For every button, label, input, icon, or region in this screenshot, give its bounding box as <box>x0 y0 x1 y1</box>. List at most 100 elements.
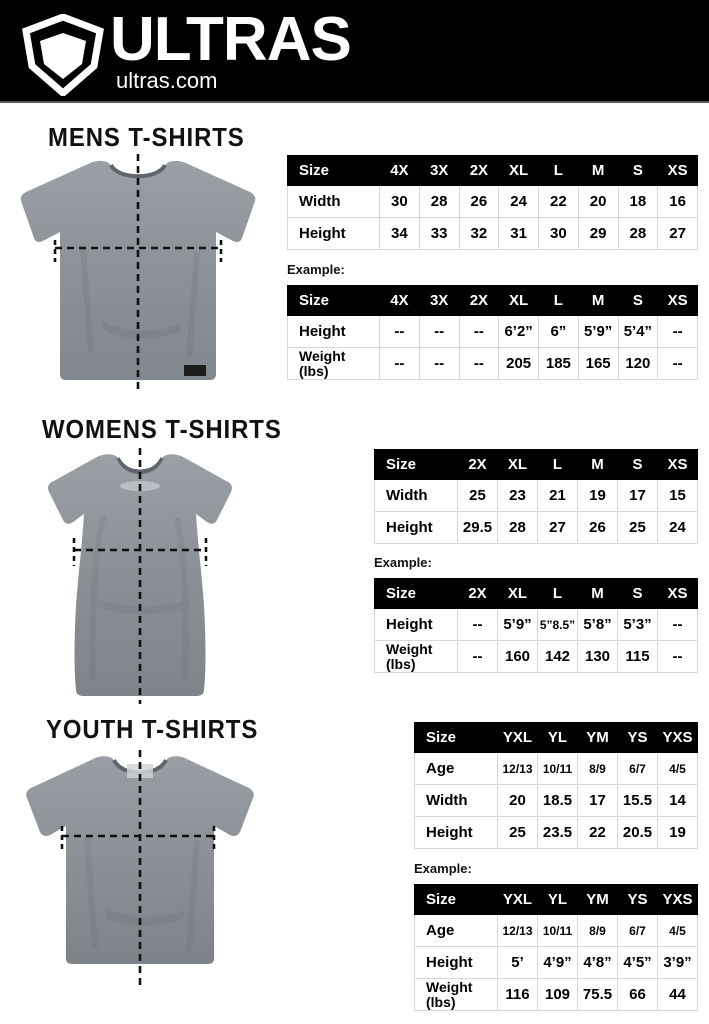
section-title-youth: YOUTH T-SHIRTS <box>46 714 259 744</box>
col-header-s: S <box>617 285 659 316</box>
table-row: Weight (lbs) -- 160 142 130 115 -- <box>374 640 698 673</box>
youth-size-table: Size YXL YL YM YS YXS Age 12/13 10/11 8/… <box>414 722 698 849</box>
cell: 12/13 <box>497 914 538 947</box>
col-header-size: Size <box>287 155 380 186</box>
cell: 30 <box>538 217 579 250</box>
table-row: Height 34 33 32 31 30 29 28 27 <box>287 217 698 250</box>
col-header-xl: XL <box>498 285 539 316</box>
row-label-weight-line1: Weight <box>386 640 433 657</box>
row-label-width: Width <box>414 784 498 817</box>
cell: 3’9” <box>657 946 698 979</box>
col-header-l: L <box>538 285 579 316</box>
row-label-weight-line2: (lbs) <box>299 362 329 379</box>
col-header-size: Size <box>414 722 498 753</box>
cell: 33 <box>418 217 460 250</box>
table-header-row: Size 4X 3X 2X XL L M S XS <box>287 285 698 316</box>
row-label-weight-line2: (lbs) <box>426 993 456 1010</box>
row-label-weight: Weight (lbs) <box>287 347 380 380</box>
row-label-height: Height <box>287 315 380 348</box>
row-label-height: Height <box>414 816 498 849</box>
cell: 19 <box>577 479 618 512</box>
womens-tshirt-diagram <box>30 446 250 706</box>
cell: -- <box>458 347 500 380</box>
cell: 17 <box>577 784 618 817</box>
cell: 5’ <box>497 946 538 979</box>
cell: 75.5 <box>577 978 618 1011</box>
cell: 28 <box>497 511 538 544</box>
row-label-age: Age <box>414 914 498 947</box>
table-row: Height 25 23.5 22 20.5 19 <box>414 816 698 849</box>
cell: 10/11 <box>537 914 578 947</box>
col-header-ys: YS <box>617 884 658 915</box>
cell: 6/7 <box>617 752 658 785</box>
table-row: Height -- -- -- 6’2” 6” 5’9” 5’4” -- <box>287 315 698 348</box>
row-label-height: Height <box>287 217 380 250</box>
col-header-s: S <box>617 155 659 186</box>
col-header-xs: XS <box>657 578 698 609</box>
cell: 4/5 <box>657 914 698 947</box>
mens-example-label: Example: <box>287 262 345 277</box>
cell: 20.5 <box>617 816 658 849</box>
col-header-s: S <box>617 449 658 480</box>
col-header-size: Size <box>414 884 498 915</box>
col-header-ym: YM <box>577 884 618 915</box>
col-header-3x: 3X <box>418 155 460 186</box>
table-row: Width 25 23 21 19 17 15 <box>374 479 698 512</box>
col-header-m: M <box>577 155 619 186</box>
table-header-row: Size 2X XL L M S XS <box>374 578 698 609</box>
shield-pentagon-icon <box>22 13 104 98</box>
cell: 15.5 <box>617 784 658 817</box>
youth-tshirt-diagram <box>14 748 266 992</box>
table-header-row: Size YXL YL YM YS YXS <box>414 722 698 753</box>
cell: 28 <box>617 217 659 250</box>
cell: -- <box>379 347 420 380</box>
cell: -- <box>657 640 698 673</box>
cell: 20 <box>497 784 538 817</box>
cell: 5”8.5” <box>537 608 578 641</box>
col-header-yxs: YXS <box>657 884 698 915</box>
table-row: Width 30 28 26 24 22 20 18 16 <box>287 185 698 218</box>
cell: 16 <box>657 185 698 218</box>
col-header-xl: XL <box>497 449 538 480</box>
brand-header: ULTRAS ultras.com <box>0 0 709 103</box>
col-header-l: L <box>537 578 578 609</box>
table-row: Height 5’ 4’9” 4’8” 4’5” 3’9” <box>414 946 698 979</box>
table-header-row: Size YXL YL YM YS YXS <box>414 884 698 915</box>
cell: 21 <box>537 479 578 512</box>
row-label-weight-line1: Weight <box>299 347 346 364</box>
cell: -- <box>457 640 498 673</box>
table-header-row: Size 4X 3X 2X XL L M S XS <box>287 155 698 186</box>
col-header-m: M <box>577 578 618 609</box>
mens-tshirt-diagram <box>8 152 268 392</box>
col-header-ym: YM <box>577 722 618 753</box>
cell: 32 <box>458 217 500 250</box>
cell: 19 <box>657 816 698 849</box>
row-label-height: Height <box>374 511 458 544</box>
cell: 115 <box>617 640 658 673</box>
cell: 185 <box>538 347 579 380</box>
table-row: Age 12/13 10/11 8/9 6/7 4/5 <box>414 914 698 947</box>
row-label-height: Height <box>374 608 458 641</box>
row-label-weight: Weight (lbs) <box>414 978 498 1011</box>
col-header-ys: YS <box>617 722 658 753</box>
cell: 6/7 <box>617 914 658 947</box>
section-title-mens: MENS T-SHIRTS <box>48 122 245 152</box>
cell: 130 <box>577 640 618 673</box>
cell: 22 <box>577 816 618 849</box>
cell: 8/9 <box>577 914 618 947</box>
col-header-4x: 4X <box>379 155 420 186</box>
cell: 5’3” <box>617 608 658 641</box>
table-row: Weight (lbs) -- -- -- 205 185 165 120 -- <box>287 347 698 380</box>
table-row: Width 20 18.5 17 15.5 14 <box>414 784 698 817</box>
cell: 24 <box>657 511 698 544</box>
cell: 14 <box>657 784 698 817</box>
cell: 29 <box>577 217 619 250</box>
row-label-weight: Weight (lbs) <box>374 640 458 673</box>
col-header-xs: XS <box>657 285 698 316</box>
cell: 205 <box>498 347 539 380</box>
cell: 12/13 <box>497 752 538 785</box>
cell: -- <box>657 608 698 641</box>
row-label-height: Height <box>414 946 498 979</box>
brand-url: ultras.com <box>116 68 218 93</box>
cell: 24 <box>498 185 539 218</box>
